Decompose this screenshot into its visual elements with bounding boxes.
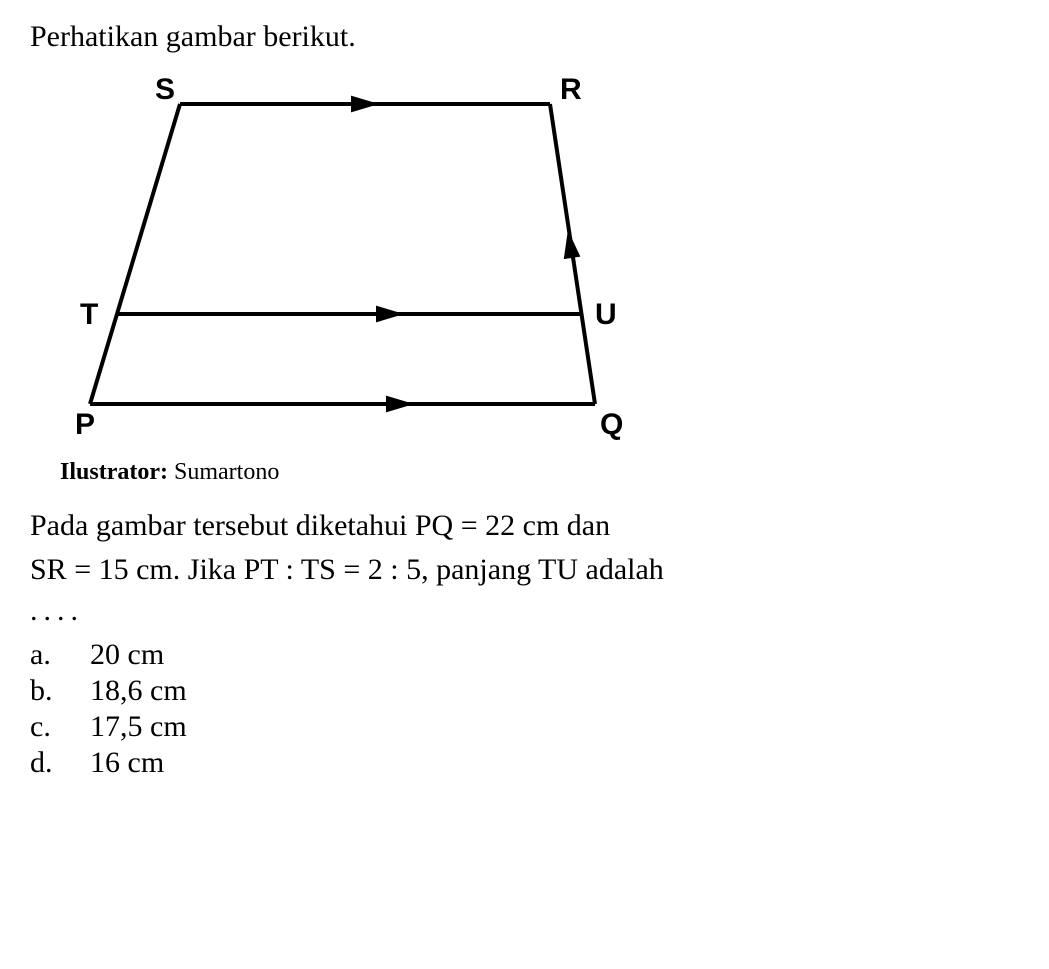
diagram-svg: S R T U P Q <box>50 69 670 449</box>
illustrator-label: Ilustrator: <box>60 459 168 485</box>
intro-text: Perhatikan gambar berikut. <box>30 20 1019 54</box>
option-b: b. 18,6 cm <box>30 674 1019 708</box>
svg-text:Q: Q <box>600 408 623 441</box>
svg-text:S: S <box>155 73 175 106</box>
option-text: 20 cm <box>90 638 164 672</box>
svg-text:T: T <box>80 298 98 331</box>
trapezoid-diagram: S R T U P Q <box>50 69 1019 449</box>
options-list: a. 20 cm b. 18,6 cm c. 17,5 cm d. 16 cm <box>30 638 1019 780</box>
svg-text:P: P <box>75 408 95 441</box>
option-d: d. 16 cm <box>30 746 1019 780</box>
option-text: 18,6 cm <box>90 674 187 708</box>
illustrator-credit: Ilustrator: Sumartono <box>60 459 1019 486</box>
svg-text:R: R <box>560 73 582 106</box>
option-text: 16 cm <box>90 746 164 780</box>
ellipsis: .... <box>30 594 1019 628</box>
option-a: a. 20 cm <box>30 638 1019 672</box>
option-letter: c. <box>30 710 90 744</box>
question-text-line1: Pada gambar tersebut diketahui PQ = 22 c… <box>30 506 1019 545</box>
option-c: c. 17,5 cm <box>30 710 1019 744</box>
option-text: 17,5 cm <box>90 710 187 744</box>
question-text-line2: SR = 15 cm. Jika PT : TS = 2 : 5, panjan… <box>30 550 1019 589</box>
option-letter: d. <box>30 746 90 780</box>
svg-text:U: U <box>595 298 617 331</box>
option-letter: a. <box>30 638 90 672</box>
option-letter: b. <box>30 674 90 708</box>
illustrator-name: Sumartono <box>174 459 279 485</box>
